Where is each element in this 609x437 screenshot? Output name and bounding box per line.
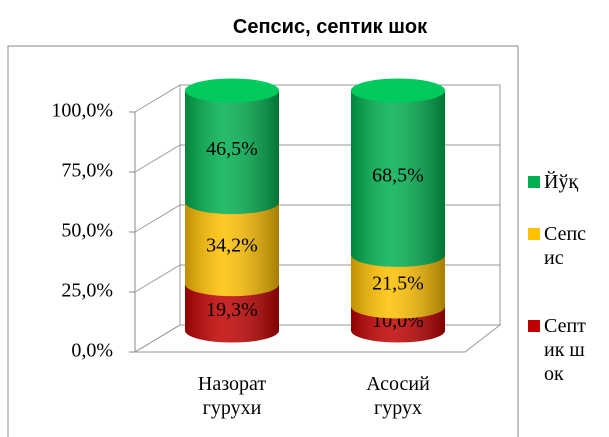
x-tick-label: Асосий гурух [366, 373, 430, 419]
cylinder-shade [351, 254, 445, 319]
legend-label: Йўқ [544, 171, 579, 193]
legend-swatch [528, 228, 540, 240]
chart-title: Сепсис, септик шок [232, 16, 428, 38]
value-label: 68,5% [372, 164, 424, 186]
value-label: 21,5% [372, 272, 424, 294]
cylinder-cap [351, 78, 445, 103]
y-tick-label: 100,0% [51, 100, 113, 122]
value-label: 19,3% [206, 299, 258, 321]
cylinder-shade [185, 284, 279, 343]
cylinder-shade [185, 90, 279, 215]
legend-label: Сепсис [544, 223, 587, 269]
y-tick-label: 50,0% [61, 220, 113, 242]
legend-item: Сепсис [528, 222, 592, 270]
cylinder-cap [185, 78, 279, 103]
cylinder-shade [351, 90, 445, 267]
legend-swatch [528, 176, 540, 188]
cylinder-shade [185, 202, 279, 297]
legend-item: Септик шок [528, 314, 592, 386]
y-tick-label: 75,0% [61, 160, 113, 182]
legend-label: Септик шок [544, 315, 586, 385]
legend-item: Йўқ [528, 170, 592, 194]
legend-swatch [528, 320, 540, 332]
value-label: 46,5% [206, 138, 258, 160]
value-label: 34,2% [206, 235, 258, 257]
y-tick-label: 25,0% [61, 280, 113, 302]
y-tick-label: 0,0% [71, 340, 113, 362]
chart-frame [7, 45, 519, 437]
x-tick-label: Назорат гурухи [197, 373, 267, 419]
